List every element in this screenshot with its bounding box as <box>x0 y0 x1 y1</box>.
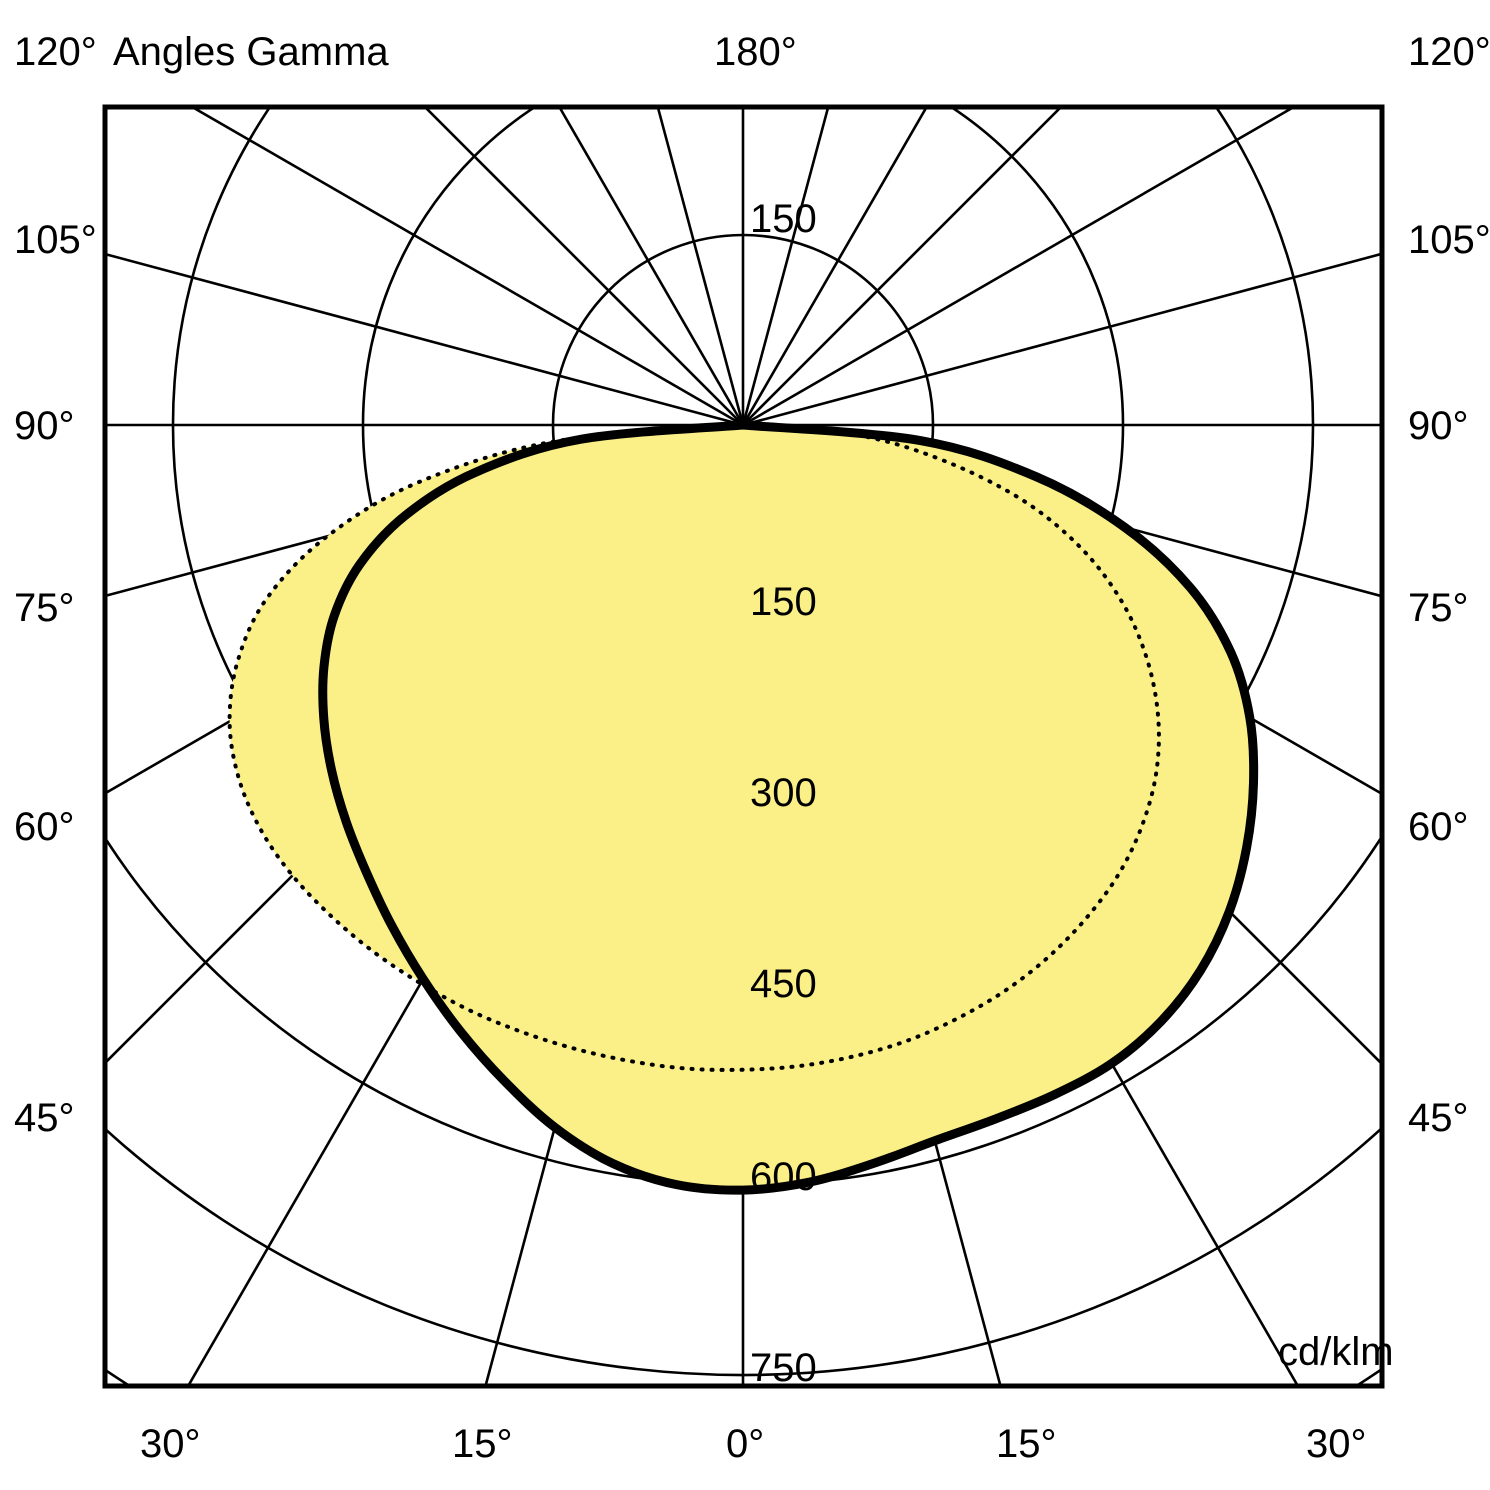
ring-label-450: 450 <box>750 962 817 1006</box>
left-angle-label-105: 105° <box>14 218 97 262</box>
bottom-angle-label-15-left: 15° <box>452 1422 513 1466</box>
left-angle-label-90: 90° <box>14 404 75 448</box>
curve-c0-c180 <box>318 420 1259 1195</box>
bottom-angle-label-0: 0° <box>726 1422 765 1466</box>
bottom-angle-label-15-right: 15° <box>996 1422 1057 1466</box>
ring-label-150: 150 <box>750 580 817 624</box>
ring-label-300: 300 <box>750 771 817 815</box>
ring-label-150-top: 150 <box>750 197 817 241</box>
right-angle-label-45: 45° <box>1408 1096 1469 1140</box>
right-angle-label-105: 105° <box>1408 218 1490 262</box>
top-left-angle-label: 120° <box>14 30 97 74</box>
left-angle-label-60: 60° <box>14 805 75 849</box>
right-angle-label-90: 90° <box>1408 404 1469 448</box>
distribution-fill-area <box>229 425 1254 1191</box>
top-right-angle-label: 120° <box>1408 30 1490 74</box>
unit-label: cd/klm <box>1278 1330 1394 1374</box>
top-center-angle-label: 180° <box>714 30 797 74</box>
left-angle-label-45: 45° <box>14 1096 75 1140</box>
ring-label-600: 600 <box>750 1155 817 1199</box>
ring-label-750: 750 <box>750 1346 817 1390</box>
bottom-angle-label-30-right: 30° <box>1306 1422 1367 1466</box>
bottom-angle-label-30-left: 30° <box>140 1422 201 1466</box>
chart-title: Angles Gamma <box>113 30 389 74</box>
plot-frame <box>102 104 1385 1389</box>
left-angle-label-75: 75° <box>14 586 75 630</box>
right-angle-label-60: 60° <box>1408 805 1469 849</box>
right-angle-label-75: 75° <box>1408 586 1469 630</box>
